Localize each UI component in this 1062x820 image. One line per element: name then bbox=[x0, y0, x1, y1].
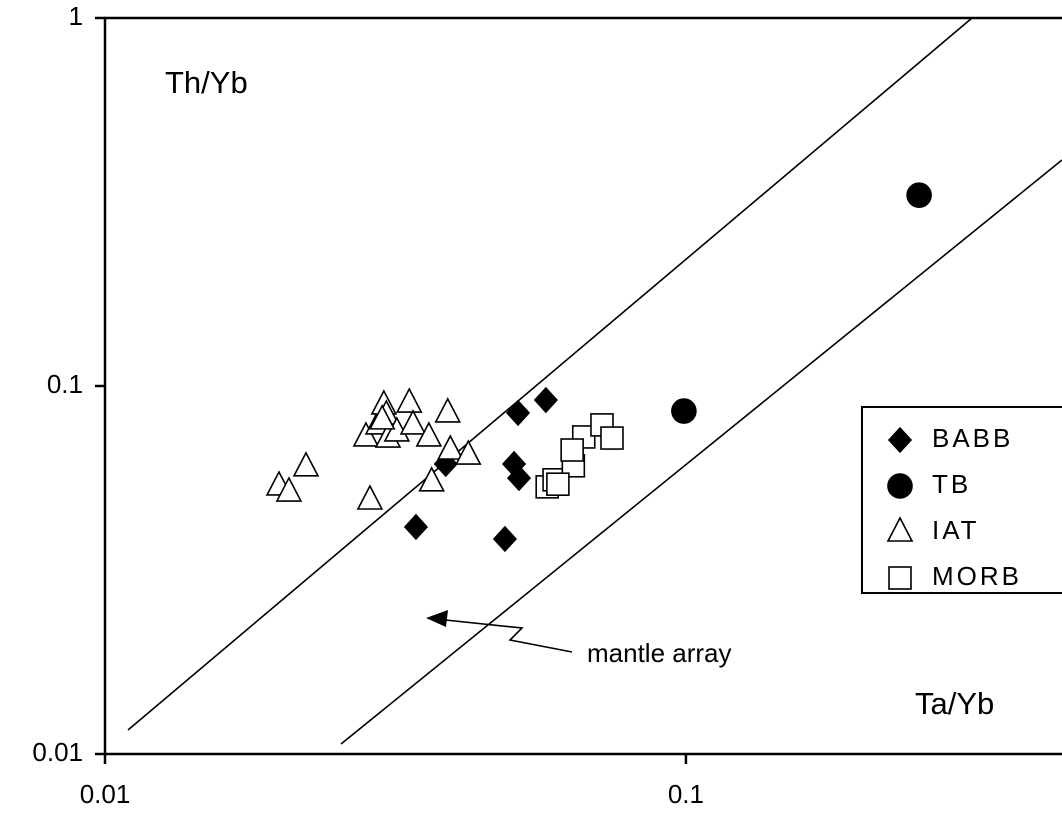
marker-triangle bbox=[292, 451, 320, 477]
y-axis-label: Th/Yb bbox=[165, 65, 248, 100]
arrow-head bbox=[426, 610, 448, 627]
marker-circle bbox=[906, 182, 932, 208]
y-tick-label: 1 bbox=[69, 1, 83, 31]
marker-square bbox=[546, 472, 570, 496]
marker-triangle bbox=[886, 516, 914, 542]
marker-triangle bbox=[368, 404, 396, 430]
marker-triangle bbox=[434, 397, 462, 423]
marker-diamond bbox=[492, 525, 518, 553]
marker-circle bbox=[887, 473, 913, 499]
y-tick-label: 0.01 bbox=[32, 737, 83, 767]
legend-label: IAT bbox=[932, 515, 980, 545]
marker-circle bbox=[671, 398, 697, 424]
marker-triangle bbox=[415, 421, 443, 447]
marker-diamond bbox=[505, 399, 531, 427]
x-tick-label: 0.1 bbox=[668, 779, 704, 809]
axis-frame bbox=[103, 16, 1062, 756]
marker-triangle bbox=[395, 387, 423, 413]
y-tick-label: 0.1 bbox=[47, 369, 83, 399]
marker-triangle bbox=[275, 476, 303, 502]
marker-diamond bbox=[533, 386, 558, 414]
marker-square bbox=[560, 438, 584, 462]
x-axis-label: Ta/Yb bbox=[915, 686, 994, 721]
marker-square bbox=[600, 426, 624, 450]
legend-label: TB bbox=[932, 469, 971, 499]
marker-triangle bbox=[356, 484, 384, 510]
legend-label: BABB bbox=[932, 423, 1013, 453]
marker-diamond bbox=[403, 513, 429, 541]
legend-label: MORB bbox=[932, 561, 1022, 591]
x-tick-label: 0.01 bbox=[80, 779, 131, 809]
marker-triangle bbox=[454, 439, 482, 465]
marker-diamond bbox=[887, 426, 913, 454]
marker-triangle bbox=[436, 434, 464, 460]
marker-triangle bbox=[399, 409, 427, 435]
annotation: mantle array bbox=[587, 638, 732, 668]
marker-triangle bbox=[418, 466, 445, 492]
annotation-arrow bbox=[435, 618, 573, 653]
marker-diamond bbox=[506, 464, 532, 492]
mantle-array-lower bbox=[340, 159, 1062, 745]
mantle-array-upper bbox=[127, 17, 973, 731]
marker-square bbox=[888, 566, 912, 590]
